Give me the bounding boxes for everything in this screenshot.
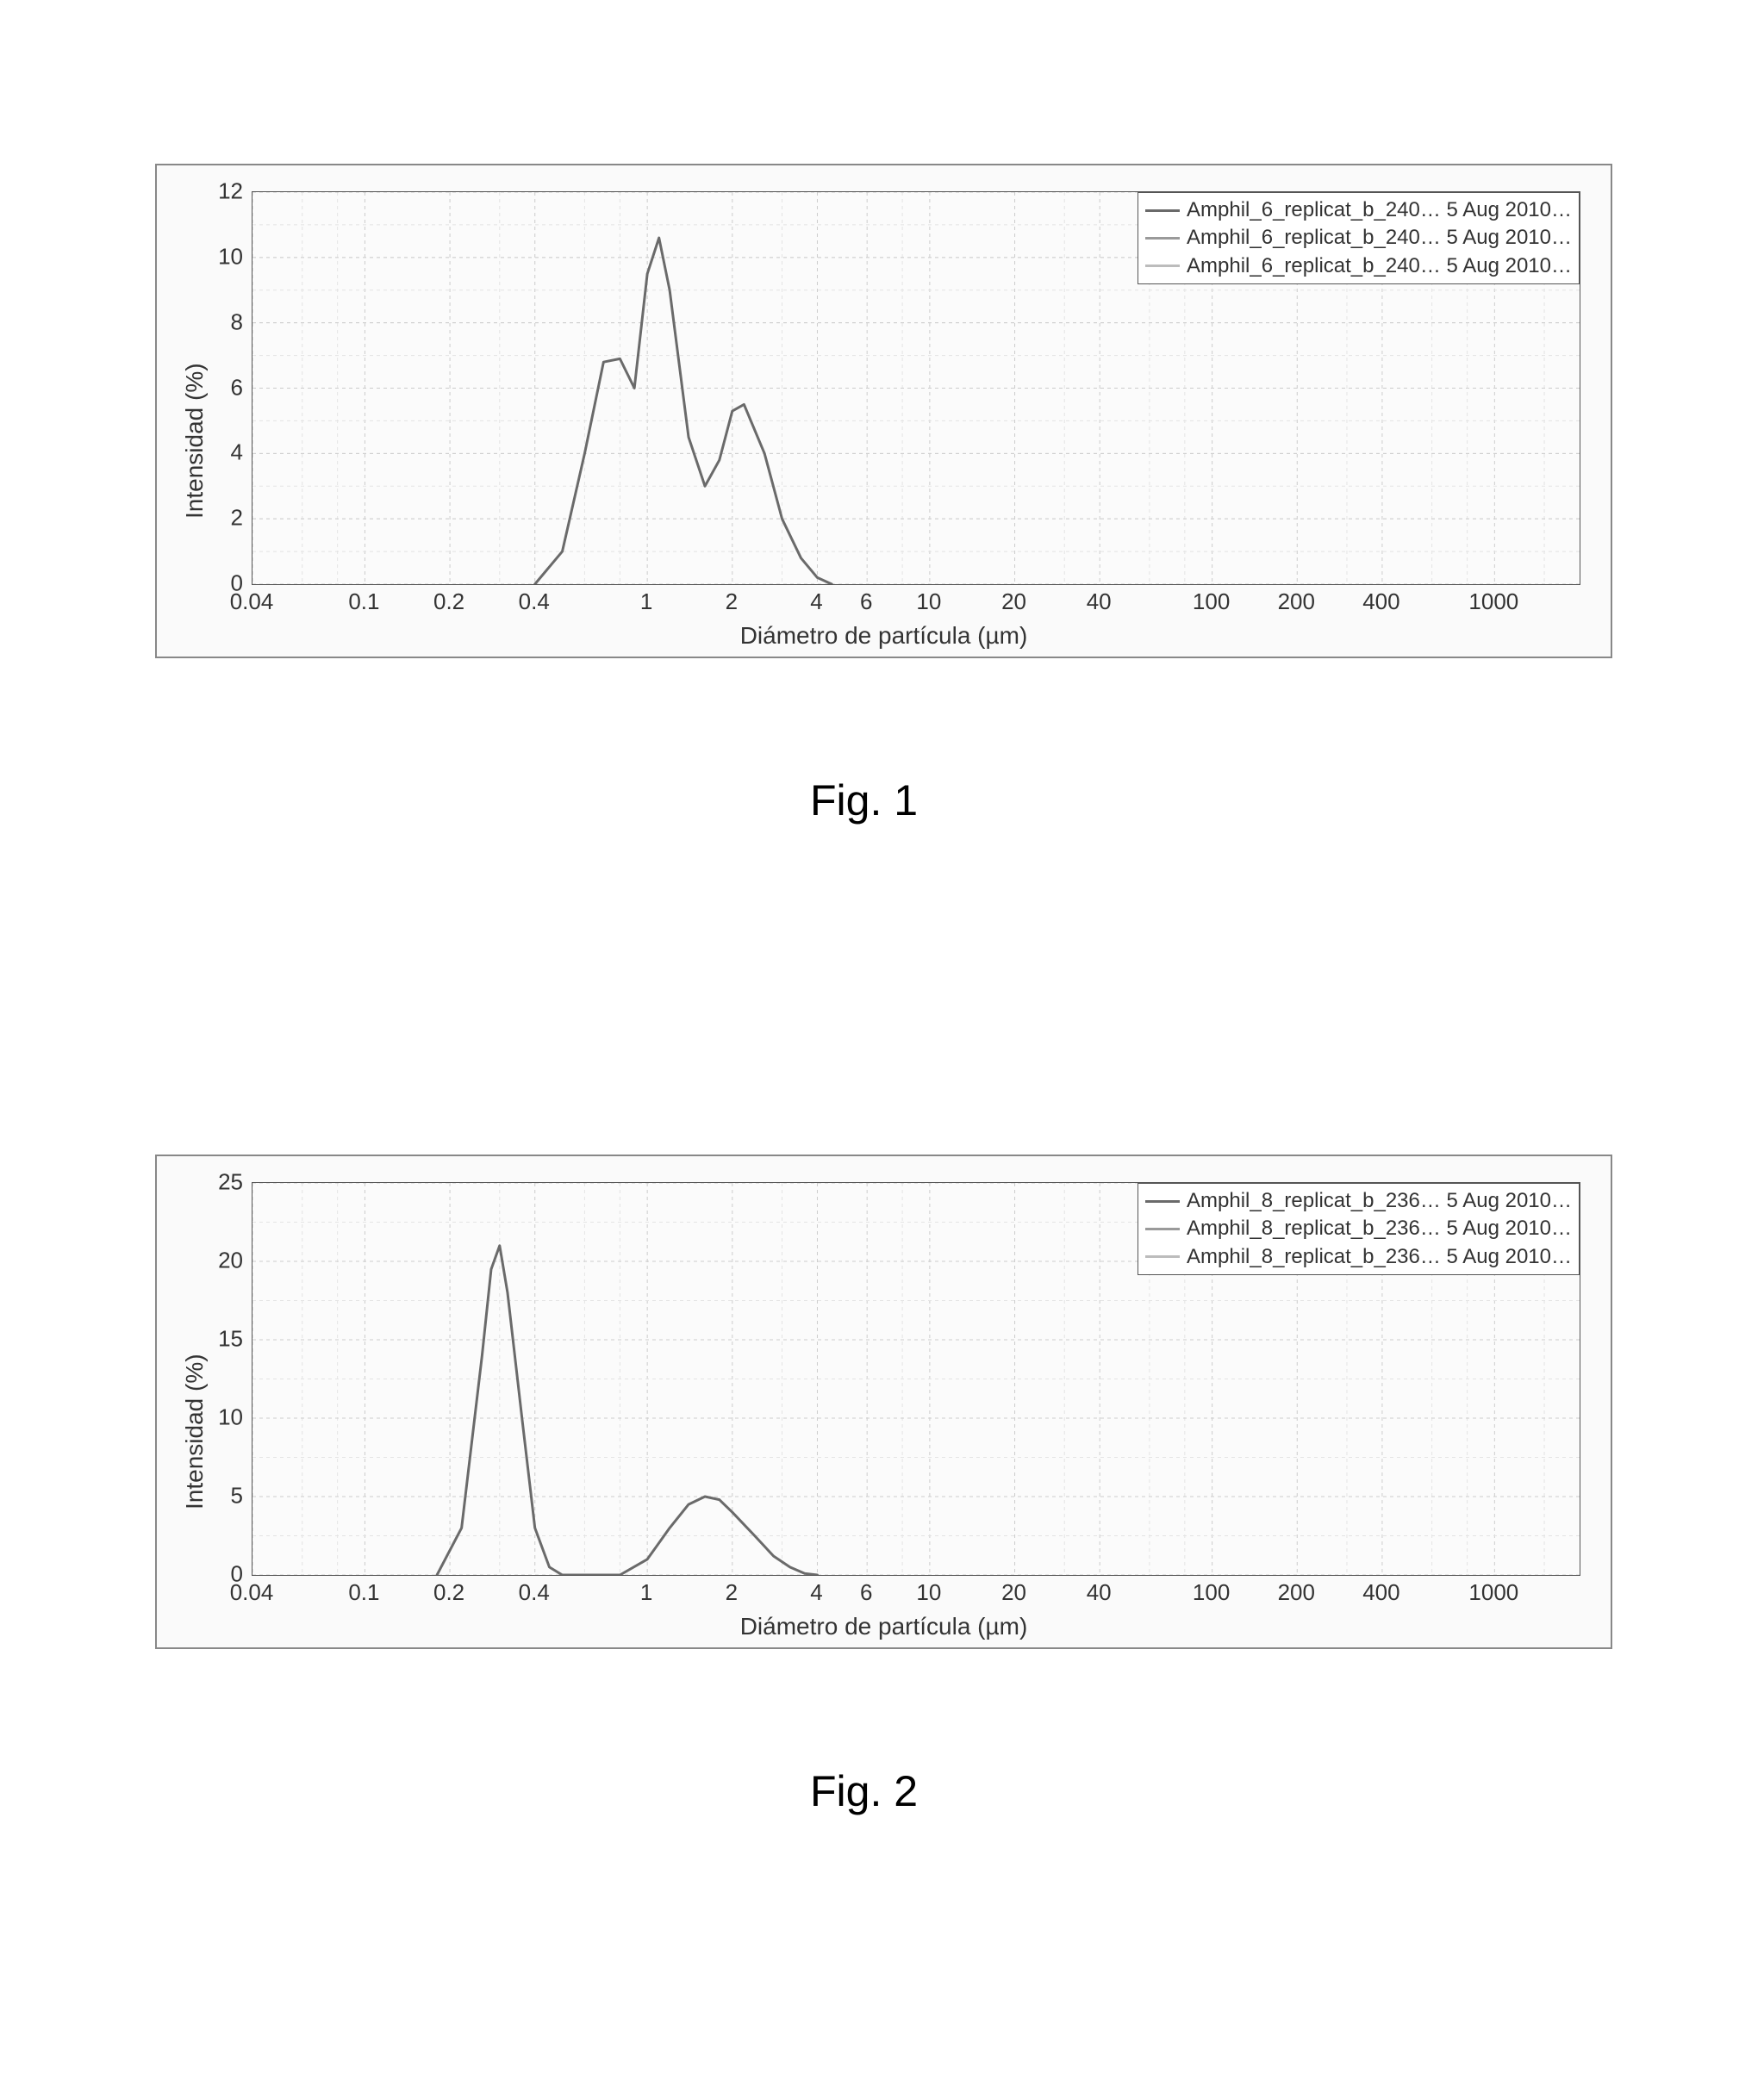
legend-label: Amphil_6_replicat_b_240… 5 Aug 2010… (1187, 196, 1572, 224)
legend-item: Amphil_8_replicat_b_236… 5 Aug 2010… (1145, 1243, 1572, 1271)
x-tick: 0.4 (519, 1579, 550, 1606)
legend-swatch (1145, 265, 1180, 267)
legend-item: Amphil_8_replicat_b_236… 5 Aug 2010… (1145, 1215, 1572, 1242)
y-tick: 12 (191, 178, 243, 205)
y-tick: 10 (191, 1404, 243, 1431)
x-tick: 6 (860, 588, 872, 615)
figure-2: Intensidad (%) Amphil_8_replicat_b_236… … (155, 1155, 1609, 1649)
figure-caption: Fig. 1 (810, 775, 918, 825)
x-tick: 10 (916, 588, 941, 615)
x-tick: 0.04 (230, 1579, 274, 1606)
y-tick: 25 (191, 1169, 243, 1196)
legend-item: Amphil_8_replicat_b_236… 5 Aug 2010… (1145, 1187, 1572, 1215)
x-tick: 10 (916, 1579, 941, 1606)
legend-item: Amphil_6_replicat_b_240… 5 Aug 2010… (1145, 196, 1572, 224)
x-tick: 20 (1001, 1579, 1026, 1606)
x-tick: 100 (1193, 1579, 1230, 1606)
legend: Amphil_6_replicat_b_240… 5 Aug 2010…Amph… (1138, 192, 1580, 284)
legend: Amphil_8_replicat_b_236… 5 Aug 2010…Amph… (1138, 1183, 1580, 1275)
x-tick: 400 (1362, 1579, 1399, 1606)
x-tick: 100 (1193, 588, 1230, 615)
legend-swatch (1145, 209, 1180, 212)
chart-outer: Intensidad (%) Amphil_6_replicat_b_240… … (155, 164, 1612, 658)
x-tick: 6 (860, 1579, 872, 1606)
x-tick: 400 (1362, 588, 1399, 615)
x-tick: 0.2 (433, 1579, 464, 1606)
x-tick: 0.2 (433, 588, 464, 615)
x-tick: 2 (726, 1579, 738, 1606)
x-tick: 40 (1087, 1579, 1112, 1606)
x-tick: 4 (810, 1579, 822, 1606)
x-tick: 1000 (1468, 588, 1518, 615)
legend-label: Amphil_8_replicat_b_236… 5 Aug 2010… (1187, 1187, 1572, 1215)
x-tick: 4 (810, 588, 822, 615)
plot-area: Amphil_8_replicat_b_236… 5 Aug 2010…Amph… (252, 1182, 1580, 1576)
x-tick: 200 (1278, 1579, 1315, 1606)
figure-caption: Fig. 2 (810, 1766, 918, 1816)
x-tick: 2 (726, 588, 738, 615)
x-axis-label: Diámetro de partícula (µm) (157, 622, 1611, 650)
figure-1: Intensidad (%) Amphil_6_replicat_b_240… … (155, 164, 1609, 658)
y-tick: 4 (191, 439, 243, 466)
y-tick: 10 (191, 243, 243, 270)
x-tick: 0.1 (348, 588, 379, 615)
y-tick: 5 (191, 1483, 243, 1509)
legend-label: Amphil_6_replicat_b_240… 5 Aug 2010… (1187, 252, 1572, 280)
legend-swatch (1145, 1200, 1180, 1203)
legend-item: Amphil_6_replicat_b_240… 5 Aug 2010… (1145, 224, 1572, 252)
legend-item: Amphil_6_replicat_b_240… 5 Aug 2010… (1145, 252, 1572, 280)
legend-swatch (1145, 237, 1180, 240)
y-tick: 15 (191, 1326, 243, 1353)
x-tick: 40 (1087, 588, 1112, 615)
x-tick: 0.4 (519, 588, 550, 615)
y-tick: 6 (191, 374, 243, 401)
y-tick: 20 (191, 1248, 243, 1274)
legend-swatch (1145, 1255, 1180, 1258)
y-tick: 2 (191, 505, 243, 532)
legend-label: Amphil_8_replicat_b_236… 5 Aug 2010… (1187, 1243, 1572, 1271)
x-axis-label: Diámetro de partícula (µm) (157, 1613, 1611, 1640)
plot-area: Amphil_6_replicat_b_240… 5 Aug 2010…Amph… (252, 191, 1580, 585)
x-tick: 0.1 (348, 1579, 379, 1606)
x-tick: 1000 (1468, 1579, 1518, 1606)
x-tick: 200 (1278, 588, 1315, 615)
legend-swatch (1145, 1228, 1180, 1230)
chart-outer: Intensidad (%) Amphil_8_replicat_b_236… … (155, 1155, 1612, 1649)
legend-label: Amphil_8_replicat_b_236… 5 Aug 2010… (1187, 1215, 1572, 1242)
page: Intensidad (%) Amphil_6_replicat_b_240… … (0, 0, 1764, 2079)
x-tick: 20 (1001, 588, 1026, 615)
legend-label: Amphil_6_replicat_b_240… 5 Aug 2010… (1187, 224, 1572, 252)
x-tick: 0.04 (230, 588, 274, 615)
y-tick: 8 (191, 308, 243, 335)
x-tick: 1 (640, 1579, 652, 1606)
x-tick: 1 (640, 588, 652, 615)
